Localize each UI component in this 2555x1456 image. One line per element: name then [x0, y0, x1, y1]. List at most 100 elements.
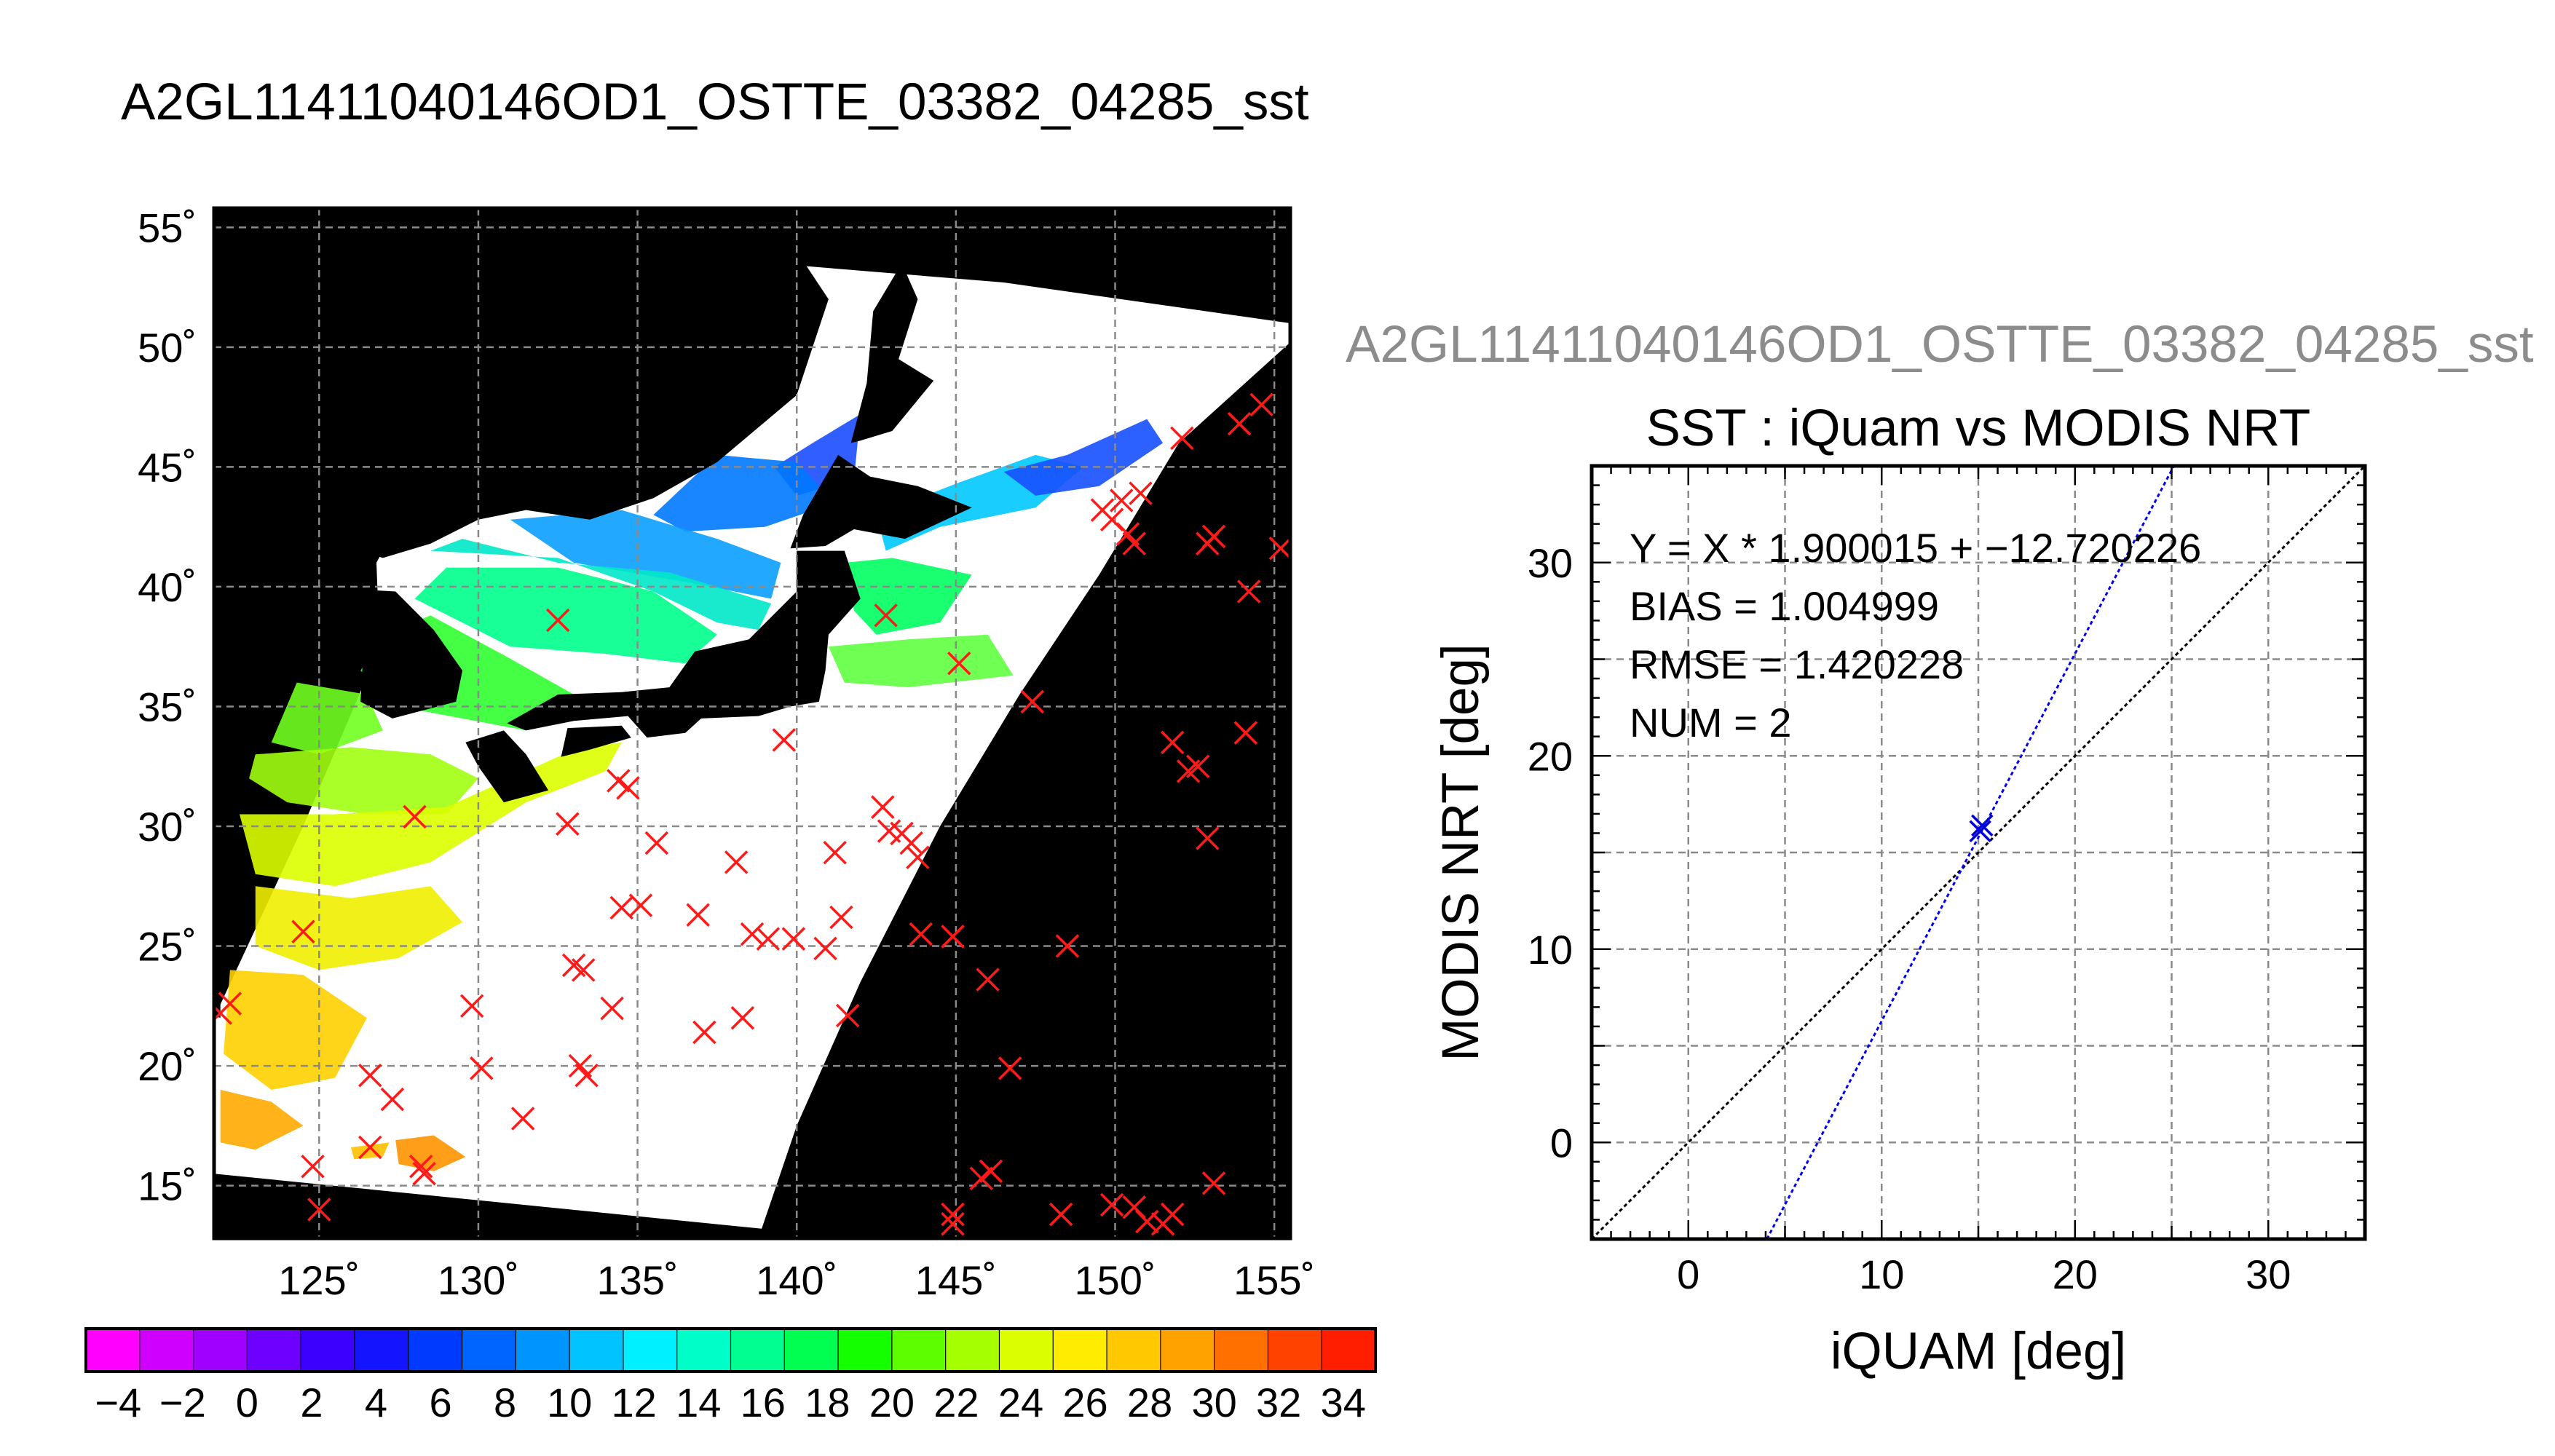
sst-patch-1 [653, 454, 835, 532]
fit-statistics: Y = X * 1.900015 + −12.720226 BIAS = 1.0… [1630, 525, 2201, 745]
map-lat-tick-label: 50˚ [138, 325, 197, 371]
map-lat-tick-label: 35˚ [138, 684, 197, 729]
buoy-marker-50 [979, 1159, 1003, 1184]
sst-patch-4 [1003, 419, 1164, 496]
colorbar-segment [408, 1329, 463, 1372]
colorbar-segment [945, 1329, 1000, 1372]
map-lon-tick-label: 135˚ [597, 1257, 679, 1303]
map-lon-tick-label: 155˚ [1233, 1257, 1315, 1303]
colorbar-tick-label: 26 [1062, 1380, 1107, 1425]
buoy-marker-42 [899, 831, 923, 855]
buoy-marker-12 [470, 1056, 494, 1080]
scatter-y-tick-label: 20 [1528, 733, 1573, 779]
colorbar-segment [462, 1329, 516, 1372]
land-6 [790, 454, 972, 549]
colorbar-segment [730, 1329, 785, 1372]
buoy-marker-51 [976, 968, 1000, 992]
buoy-marker-53 [1020, 689, 1045, 714]
buoy-marker-3 [301, 1155, 325, 1179]
map-lat-tick-label: 30˚ [138, 804, 197, 850]
map-lon-tick-label: 145˚ [915, 1257, 997, 1303]
colorbar-segment [838, 1329, 893, 1372]
colorbar-segment [891, 1329, 947, 1372]
map-frame [212, 206, 1292, 1241]
map-tick-labels: 125˚ 130˚ 135˚ 140˚ 145˚ 150˚ 155˚ 55˚ 50˚ 45˚ 40˚… [138, 205, 1315, 1303]
sst-patch-11 [249, 747, 478, 815]
sst-patch-6 [414, 567, 717, 664]
scatter-x-tick-label: 10 [1859, 1251, 1904, 1297]
scatter-x-axis-label: iQUAM [deg] [1831, 1323, 2126, 1380]
main-title: A2GL11411040146OD1_OSTTE_03382_04285_sst [121, 74, 1309, 131]
buoy-marker-27 [692, 1020, 716, 1045]
buoy-marker-32 [772, 728, 796, 752]
scatter-grid [1592, 466, 2365, 1239]
colorbar-segment [1214, 1329, 1269, 1372]
colorbar-segment [1268, 1329, 1322, 1372]
buoy-marker-58 [1110, 488, 1134, 513]
colorbar-segment [569, 1329, 624, 1372]
land-3 [465, 730, 549, 803]
scatter-panel: SST : iQuam vs MODIS NRT 0 10 20 300102030 … [1432, 400, 2367, 1380]
map-lon-tick-label: 140˚ [756, 1257, 837, 1303]
bias-value: BIAS = 1.004999 [1630, 583, 1939, 629]
buoy-marker-29 [730, 1006, 755, 1030]
scatter-point-1 [1971, 814, 1994, 837]
buoy-marker-70 [1185, 754, 1210, 778]
buoy-marker-34 [813, 936, 837, 961]
buoy-marker-22 [616, 776, 640, 800]
land-mask [214, 208, 972, 1018]
buoy-marker-24 [628, 893, 653, 917]
identity-line [1592, 466, 2365, 1239]
colorbar-tick-label: 16 [741, 1380, 786, 1425]
sst-patch-10 [271, 682, 383, 755]
colorbar-tick-label: 2 [300, 1380, 323, 1425]
colorbar-tick-label: 24 [998, 1380, 1043, 1425]
scatter-x-tick-label: 20 [2053, 1251, 2098, 1297]
buoy-marker-73 [1196, 826, 1220, 850]
buoy-marker-48 [941, 1202, 965, 1227]
colorbar-tick-label: 4 [365, 1380, 387, 1425]
buoy-marker-66 [1160, 730, 1185, 755]
land-4 [561, 725, 631, 757]
scatter-point-0 [1969, 820, 1991, 843]
buoy-marker-68 [1170, 426, 1194, 451]
buoy-marker-30 [740, 922, 765, 946]
scatter-y-tick-label: 10 [1528, 927, 1573, 973]
buoy-marker-6 [358, 1135, 382, 1160]
buoy-marker-19 [574, 1063, 599, 1088]
buoy-marker-67 [1160, 1202, 1185, 1227]
colorbar-segment [623, 1329, 678, 1372]
sst-patch-13 [255, 886, 463, 970]
buoy-marker-47 [941, 1212, 965, 1236]
fit-equation: Y = X * 1.900015 + −12.720226 [1630, 525, 2201, 571]
colorbar-tick-label: 22 [933, 1380, 979, 1425]
map-lat-tick-label: 20˚ [138, 1043, 197, 1089]
buoy-marker-1 [218, 992, 242, 1016]
buoy-marker-45 [941, 925, 965, 949]
sst-patch-8 [844, 558, 972, 635]
colorbar-tick-label: 0 [236, 1380, 258, 1425]
buoy-marker-49 [969, 1166, 994, 1190]
buoy-marker-7 [380, 1087, 405, 1112]
buoy-marker-15 [556, 812, 580, 836]
colorbar-segment [1160, 1329, 1215, 1372]
colorbar-segment [999, 1329, 1054, 1372]
buoy-marker-62 [1099, 1192, 1124, 1217]
buoy-marker-76 [1233, 721, 1258, 745]
buoy-marker-35 [823, 840, 847, 865]
sst-patch-5 [430, 539, 772, 630]
map-lat-tick-label: 40˚ [138, 564, 197, 610]
scatter-x-tick-label: 0 [1677, 1251, 1699, 1297]
buoy-marker-23 [609, 895, 633, 920]
colorbar-segment [676, 1329, 732, 1372]
colorbar-tick-label: −4 [95, 1380, 141, 1425]
buoy-marker-21 [607, 769, 631, 793]
buoy-marker-61 [1129, 481, 1153, 505]
colorbar-tick-label: 12 [612, 1380, 657, 1425]
buoy-marker-37 [835, 1003, 860, 1028]
rmse-value: RMSE = 1.420228 [1630, 641, 1964, 687]
buoy-marker-75 [1227, 411, 1252, 436]
buoy-marker-17 [572, 958, 596, 982]
colorbar-segment [354, 1329, 409, 1372]
buoy-marker-78 [1249, 392, 1273, 417]
